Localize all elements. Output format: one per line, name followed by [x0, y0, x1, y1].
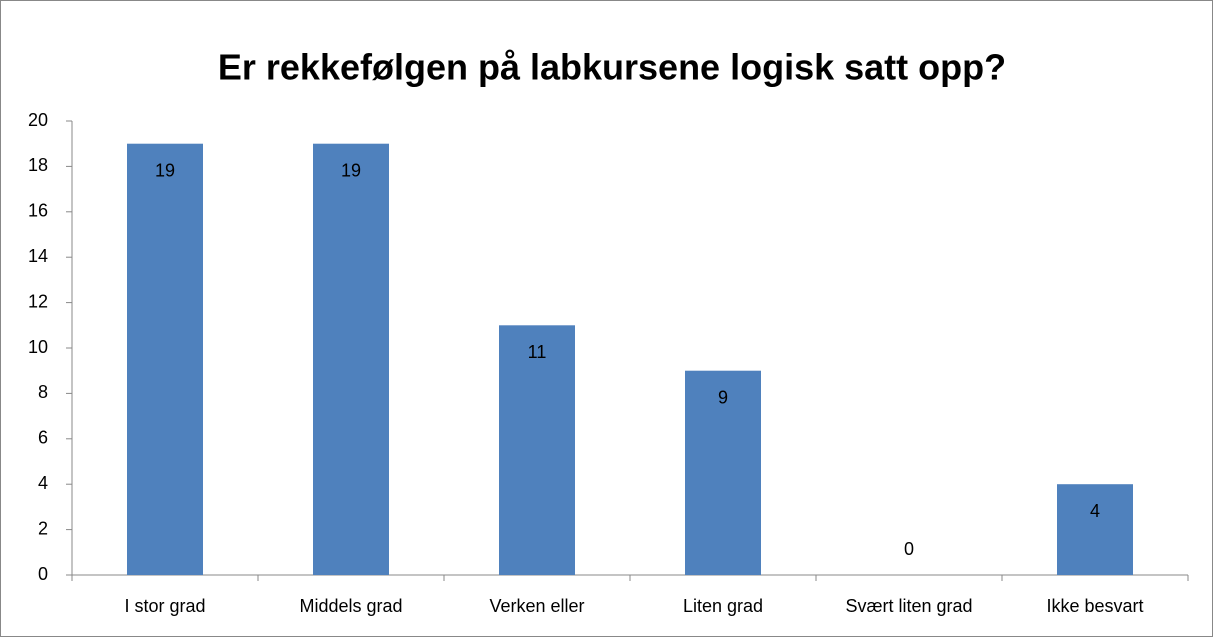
y-tick-label: 4 [38, 473, 48, 493]
y-tick-label: 12 [28, 291, 48, 311]
y-tick-label: 18 [28, 155, 48, 175]
y-tick-label: 10 [28, 337, 48, 357]
x-tick-label: Middels grad [299, 596, 402, 616]
y-tick-label: 2 [38, 518, 48, 538]
y-tick-label: 6 [38, 428, 48, 448]
data-label: 0 [904, 539, 914, 559]
chart-title: Er rekkefølgen på labkursene logisk satt… [218, 47, 1006, 88]
y-tick-label: 0 [38, 564, 48, 584]
bar [685, 370, 761, 575]
x-tick-label: Verken eller [489, 596, 584, 616]
x-tick-label: Ikke besvart [1046, 596, 1143, 616]
y-tick-label: 8 [38, 382, 48, 402]
x-tick-label: Liten grad [683, 596, 763, 616]
x-tick-label: I stor grad [124, 596, 205, 616]
bar [127, 143, 203, 575]
data-label: 11 [528, 342, 547, 362]
bar [313, 143, 389, 575]
y-tick-label: 14 [28, 246, 48, 266]
x-tick-label: Svært liten grad [845, 596, 972, 616]
data-label: 9 [718, 387, 728, 407]
bar [1057, 484, 1133, 575]
data-label: 19 [155, 160, 175, 180]
y-tick-label: 16 [28, 201, 48, 221]
data-label: 4 [1090, 501, 1100, 521]
data-label: 19 [341, 160, 361, 180]
y-tick-label: 20 [28, 110, 48, 130]
bar [499, 325, 575, 575]
